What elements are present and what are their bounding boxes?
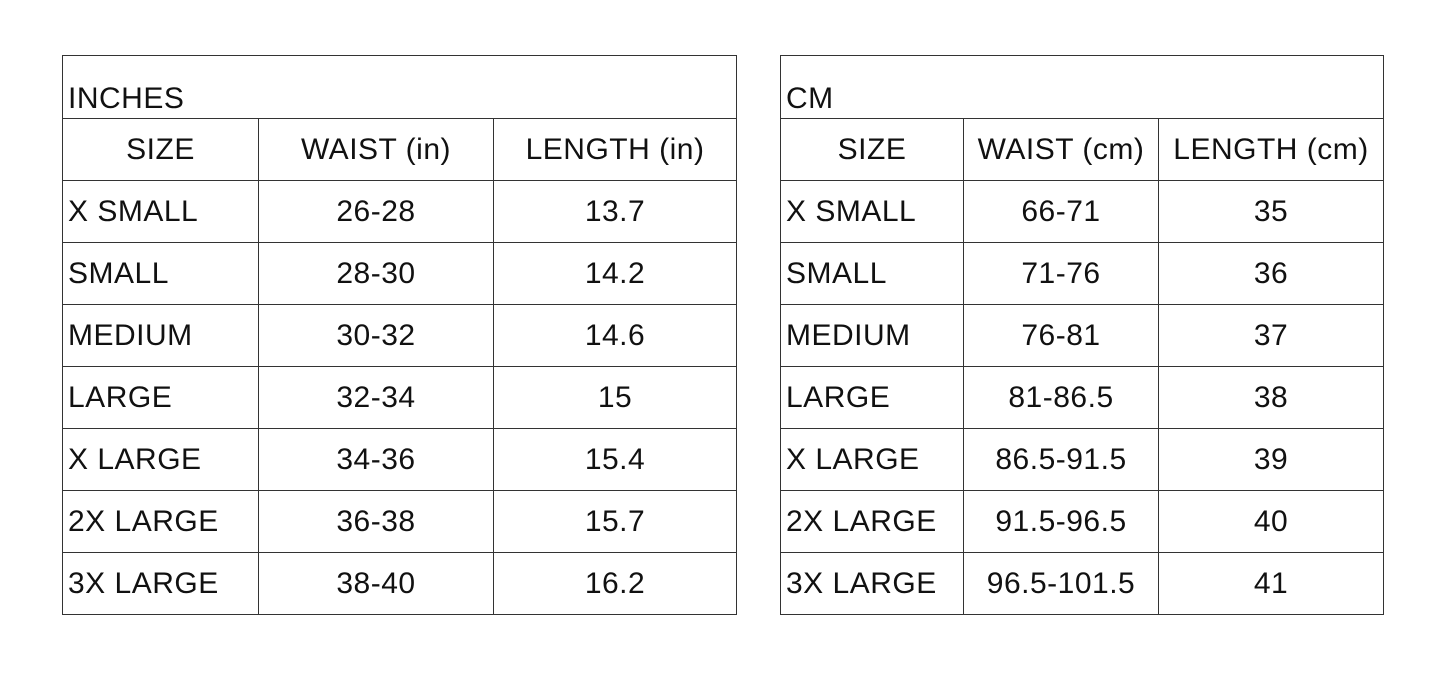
table-row: SMALL 71-76 36 bbox=[780, 242, 1385, 305]
length-cell: 39 bbox=[1157, 428, 1385, 491]
table-title-row: CM bbox=[779, 55, 1385, 119]
size-cell: X LARGE bbox=[780, 428, 964, 491]
table-row: MEDIUM 76-81 37 bbox=[780, 304, 1385, 367]
length-cell: 36 bbox=[1157, 242, 1385, 305]
waist-cell: 30-32 bbox=[258, 304, 494, 367]
size-cell: 2X LARGE bbox=[62, 490, 259, 553]
length-cell: 38 bbox=[1157, 366, 1385, 429]
length-cell: 14.6 bbox=[492, 304, 738, 367]
table-row: X SMALL 66-71 35 bbox=[780, 180, 1385, 243]
waist-cell: 96.5-101.5 bbox=[963, 552, 1159, 615]
waist-cell: 32-34 bbox=[258, 366, 494, 429]
size-cell: X SMALL bbox=[780, 180, 964, 243]
table-row: LARGE 32-34 15 bbox=[62, 366, 738, 429]
size-cell: 3X LARGE bbox=[62, 552, 259, 615]
waist-cell: 28-30 bbox=[258, 242, 494, 305]
table-title: INCHES bbox=[61, 55, 738, 119]
size-cell: MEDIUM bbox=[62, 304, 259, 367]
column-header: LENGTH (cm) bbox=[1157, 118, 1385, 181]
column-header: WAIST (cm) bbox=[963, 118, 1159, 181]
length-cell: 13.7 bbox=[492, 180, 738, 243]
table-row: X LARGE 34-36 15.4 bbox=[62, 428, 738, 491]
length-cell: 41 bbox=[1157, 552, 1385, 615]
column-header: WAIST (in) bbox=[258, 118, 494, 181]
length-cell: 15.7 bbox=[492, 490, 738, 553]
size-cell: 3X LARGE bbox=[780, 552, 964, 615]
waist-cell: 86.5-91.5 bbox=[963, 428, 1159, 491]
table-row: LARGE 81-86.5 38 bbox=[780, 366, 1385, 429]
column-header: SIZE bbox=[780, 118, 964, 181]
table-row: SMALL 28-30 14.2 bbox=[62, 242, 738, 305]
table-row: X SMALL 26-28 13.7 bbox=[62, 180, 738, 243]
table-row: 2X LARGE 91.5-96.5 40 bbox=[780, 490, 1385, 553]
waist-cell: 36-38 bbox=[258, 490, 494, 553]
waist-cell: 91.5-96.5 bbox=[963, 490, 1159, 553]
size-cell: LARGE bbox=[62, 366, 259, 429]
table-row: MEDIUM 30-32 14.6 bbox=[62, 304, 738, 367]
length-cell: 37 bbox=[1157, 304, 1385, 367]
size-cell: X SMALL bbox=[62, 180, 259, 243]
length-cell: 40 bbox=[1157, 490, 1385, 553]
inches-size-table: INCHES SIZE WAIST (in) LENGTH (in) X SMALL 26… bbox=[61, 55, 738, 615]
size-cell: SMALL bbox=[780, 242, 964, 305]
column-header: SIZE bbox=[62, 118, 259, 181]
size-cell: SMALL bbox=[62, 242, 259, 305]
waist-cell: 66-71 bbox=[963, 180, 1159, 243]
waist-cell: 81-86.5 bbox=[963, 366, 1159, 429]
size-cell: LARGE bbox=[780, 366, 964, 429]
length-cell: 14.2 bbox=[492, 242, 738, 305]
table-row: 3X LARGE 96.5-101.5 41 bbox=[780, 552, 1385, 615]
waist-cell: 76-81 bbox=[963, 304, 1159, 367]
length-cell: 35 bbox=[1157, 180, 1385, 243]
size-cell: 2X LARGE bbox=[780, 490, 964, 553]
waist-cell: 34-36 bbox=[258, 428, 494, 491]
length-cell: 15 bbox=[492, 366, 738, 429]
header-row: SIZE WAIST (in) LENGTH (in) bbox=[62, 118, 738, 181]
header-row: SIZE WAIST (cm) LENGTH (cm) bbox=[780, 118, 1385, 181]
table-title-row: INCHES bbox=[61, 55, 738, 119]
cm-size-table: CM SIZE WAIST (cm) LENGTH (cm) X SMALL 66-71 3… bbox=[779, 55, 1385, 615]
waist-cell: 71-76 bbox=[963, 242, 1159, 305]
size-cell: X LARGE bbox=[62, 428, 259, 491]
table-row: 2X LARGE 36-38 15.7 bbox=[62, 490, 738, 553]
length-cell: 16.2 bbox=[492, 552, 738, 615]
waist-cell: 26-28 bbox=[258, 180, 494, 243]
column-header: LENGTH (in) bbox=[492, 118, 738, 181]
table-row: 3X LARGE 38-40 16.2 bbox=[62, 552, 738, 615]
length-cell: 15.4 bbox=[492, 428, 738, 491]
size-cell: MEDIUM bbox=[780, 304, 964, 367]
table-title: CM bbox=[779, 55, 1385, 119]
waist-cell: 38-40 bbox=[258, 552, 494, 615]
table-row: X LARGE 86.5-91.5 39 bbox=[780, 428, 1385, 491]
